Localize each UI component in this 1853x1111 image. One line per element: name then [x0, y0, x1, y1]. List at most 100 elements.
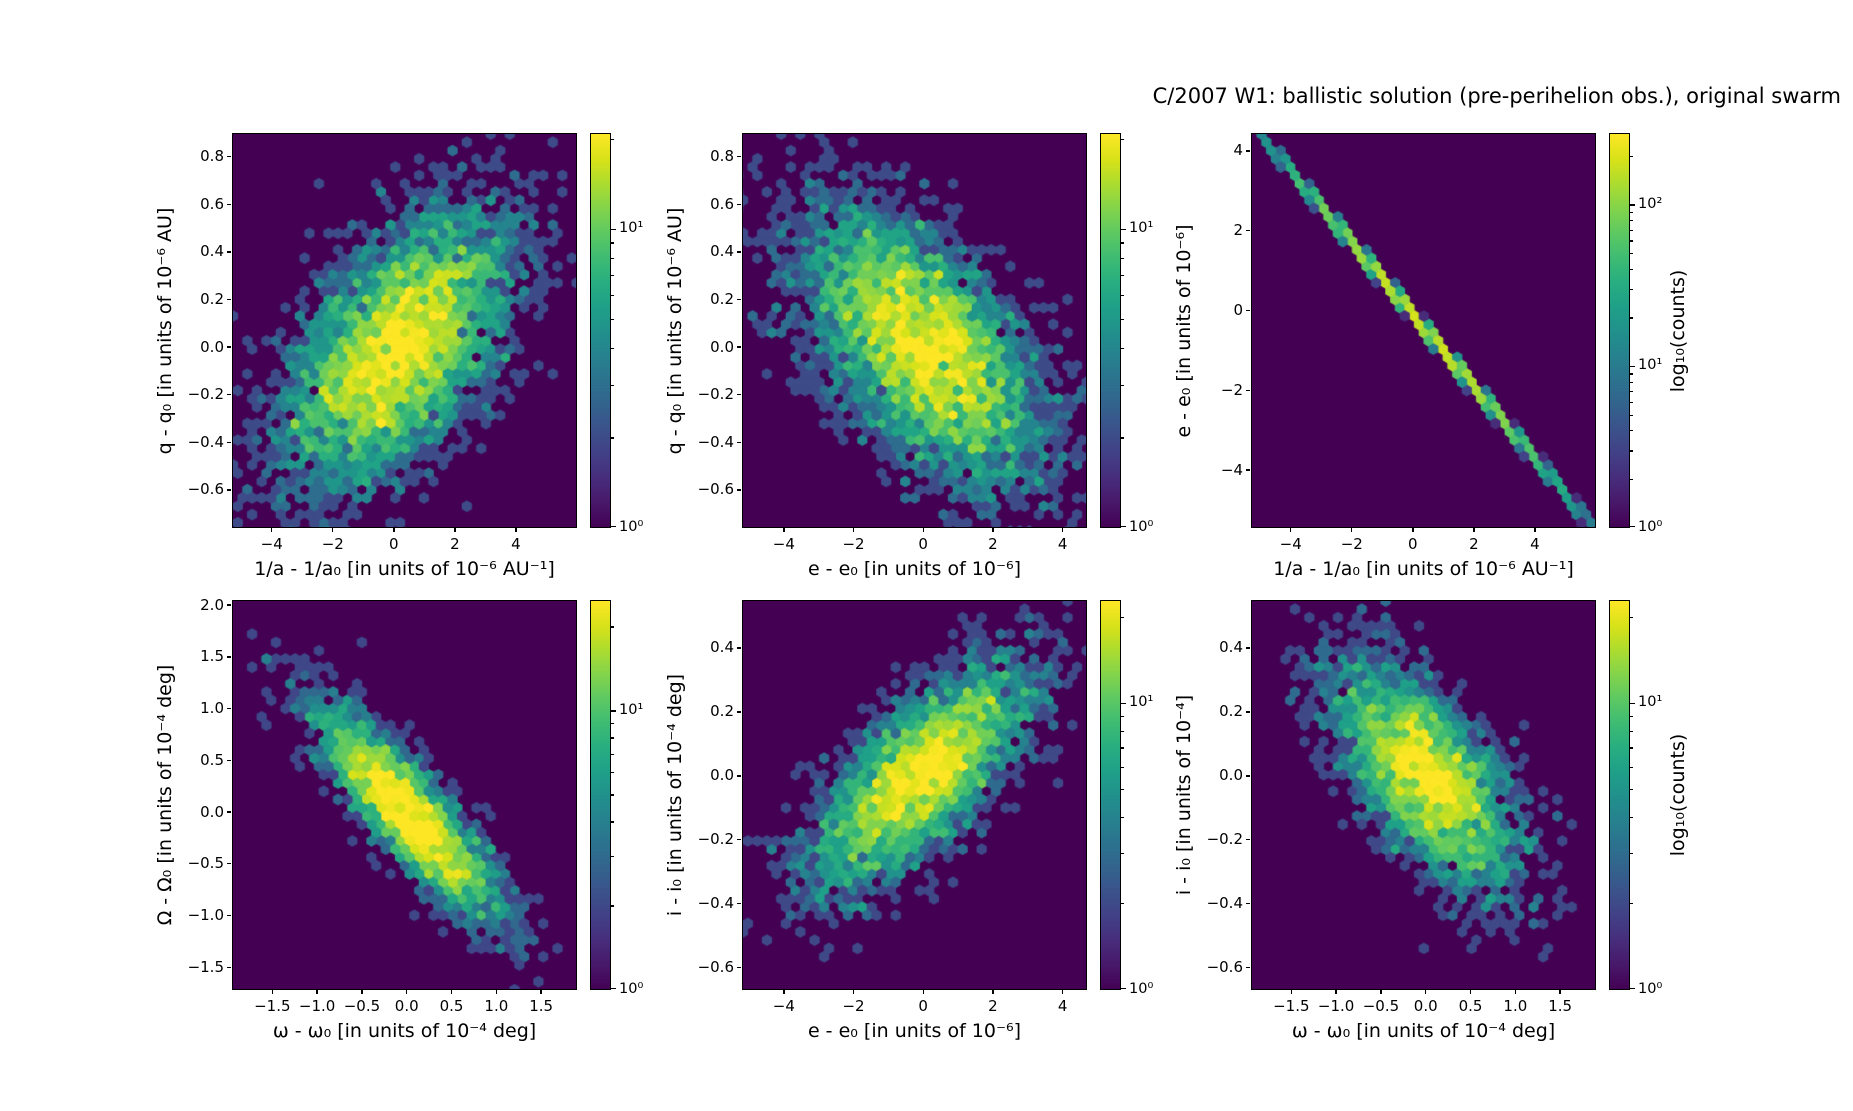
- y-tick-mark: [227, 811, 231, 813]
- colorbar-minor-tick: [1630, 253, 1633, 255]
- y-tick-mark: [1246, 839, 1250, 841]
- x-tick-label: 0.0: [394, 997, 419, 1015]
- x-axis-label: 1/a - 1/a₀ [in units of 10⁻⁶ AU⁻¹]: [254, 558, 555, 580]
- x-tick-label: −1.5: [1273, 997, 1310, 1015]
- colorbar: 10² 10¹ 10⁰: [1609, 133, 1662, 535]
- x-tick-label: −2: [842, 535, 865, 553]
- y-tick-mark: [227, 759, 231, 762]
- colorbar-minor-tick: [1121, 816, 1124, 819]
- x-tick-label: 0: [918, 535, 928, 553]
- y-tick-label: 2: [1233, 221, 1243, 240]
- colorbar-tick-mark: [1630, 525, 1635, 528]
- colorbar-tick-mark: [611, 228, 616, 230]
- x-tick-mark: [1469, 990, 1472, 994]
- y-tick-mark: [737, 775, 741, 777]
- colorbar-tick-label: 10¹: [619, 701, 644, 718]
- y-tick-label: −1.0: [187, 906, 224, 925]
- colorbar-minor-tick: [1121, 747, 1124, 749]
- colorbar: 10¹ 10⁰: [1609, 600, 1662, 997]
- x-tick-mark: [406, 990, 408, 994]
- hexbin-plot-canvas: [232, 600, 577, 990]
- x-tick-mark: [852, 528, 855, 532]
- y-tick-label: 0.4: [710, 242, 734, 261]
- colorbar-tick-mark: [1630, 204, 1635, 206]
- y-tick-mark: [227, 707, 231, 710]
- x-tick-mark: [270, 528, 273, 532]
- y-tick-label: −0.2: [697, 830, 734, 849]
- colorbar-minor-tick: [1630, 240, 1633, 242]
- x-tick-mark: [783, 990, 785, 994]
- y-tick-mark: [737, 711, 741, 713]
- colorbar-minor-tick: [1121, 789, 1124, 791]
- colorbar-minor-tick: [1630, 317, 1633, 319]
- y-tick-label: 0.0: [710, 337, 734, 356]
- y-tick-label: 0.5: [200, 750, 224, 769]
- y-tick-mark: [227, 394, 231, 396]
- colorbar-minor-tick: [611, 274, 614, 277]
- colorbar-minor-tick: [1630, 373, 1633, 375]
- hexbin-plot-canvas: [1251, 600, 1596, 990]
- y-tick-label: 0.4: [1219, 638, 1243, 657]
- colorbar-minor-tick: [1630, 155, 1633, 158]
- colorbar-minor-tick: [1121, 138, 1124, 140]
- y-tick-mark: [227, 251, 231, 253]
- colorbar-minor-tick: [611, 437, 614, 439]
- colorbar: 10¹ 10⁰: [590, 133, 643, 535]
- colorbar-minor-tick: [1630, 730, 1633, 732]
- y-tick-mark: [1246, 902, 1250, 905]
- colorbar-minor-tick: [1630, 616, 1633, 618]
- x-tick-label: 4: [1057, 997, 1068, 1015]
- y-tick-label: −0.6: [697, 480, 734, 499]
- colorbar-minor-tick: [611, 905, 614, 907]
- y-tick-label: 0.0: [710, 766, 734, 785]
- colorbar-minor-tick: [1630, 766, 1633, 768]
- hexbin-panel-omega-vs-Omega: Ω - Ω₀ [in units of 10⁻⁴ deg] ω - ω₀ [in…: [154, 596, 643, 1042]
- colorbar-tick-label: 10⁰: [619, 980, 644, 997]
- x-tick-label: −1.0: [1317, 997, 1355, 1015]
- hexbin-panel-inv-a-vs-e: e - e₀ [in units of 10⁻⁶] 1/a - 1/a₀ [in…: [1173, 133, 1689, 580]
- y-tick-label: −0.4: [697, 432, 734, 451]
- colorbar-minor-tick: [1121, 766, 1124, 768]
- colorbar-minor-tick: [611, 347, 614, 349]
- x-tick-mark: [922, 528, 924, 532]
- x-tick-label: 1.5: [529, 997, 554, 1015]
- colorbar-minor-tick: [1630, 816, 1633, 819]
- colorbar-minor-tick: [611, 138, 614, 140]
- x-tick-mark: [1335, 990, 1337, 994]
- y-tick-label: −0.6: [187, 480, 224, 499]
- x-tick-label: 0.5: [439, 997, 464, 1015]
- x-tick-label: 0.0: [1413, 997, 1438, 1015]
- x-tick-mark: [992, 990, 994, 994]
- y-tick-label: 0.2: [710, 290, 734, 309]
- x-tick-mark: [1380, 990, 1382, 994]
- y-tick-mark: [737, 298, 741, 301]
- y-tick-label: 0.6: [200, 194, 224, 213]
- colorbar-minor-tick: [611, 753, 614, 755]
- x-tick-mark: [1534, 528, 1536, 532]
- hexbin-panel-inv-a-vs-q: q - q₀ [in units of 10⁻⁶ AU] 1/a - 1/a₀ …: [154, 133, 643, 580]
- y-tick-mark: [1246, 775, 1250, 777]
- colorbar-gradient: [1609, 600, 1630, 990]
- x-tick-label: 0: [389, 535, 399, 553]
- x-tick-label: 2: [988, 535, 998, 553]
- y-tick-label: 0.0: [1219, 766, 1243, 785]
- colorbar: 10¹ 10⁰: [590, 600, 643, 997]
- y-tick-mark: [227, 604, 231, 606]
- colorbar-minor-tick: [1630, 747, 1633, 749]
- colorbar-tick-label: 10¹: [1638, 694, 1663, 711]
- y-axis-label: e - e₀ [in units of 10⁻⁶]: [1173, 223, 1195, 438]
- colorbar-tick-label: 10¹: [619, 219, 644, 236]
- x-tick-label: 0: [918, 997, 928, 1015]
- hexbin-plot-canvas: [1251, 133, 1596, 528]
- x-axis-label: 1/a - 1/a₀ [in units of 10⁻⁶ AU⁻¹]: [1273, 558, 1574, 580]
- colorbar-minor-tick: [1630, 229, 1633, 231]
- x-tick-mark: [922, 990, 924, 994]
- colorbar-minor-tick: [1630, 381, 1633, 383]
- y-tick-mark: [737, 839, 741, 841]
- y-tick-label: 0.2: [1219, 702, 1243, 721]
- y-tick-mark: [737, 203, 741, 206]
- x-tick-label: −4: [772, 535, 795, 553]
- y-tick-label: −1.5: [187, 957, 224, 976]
- x-tick-mark: [495, 990, 498, 994]
